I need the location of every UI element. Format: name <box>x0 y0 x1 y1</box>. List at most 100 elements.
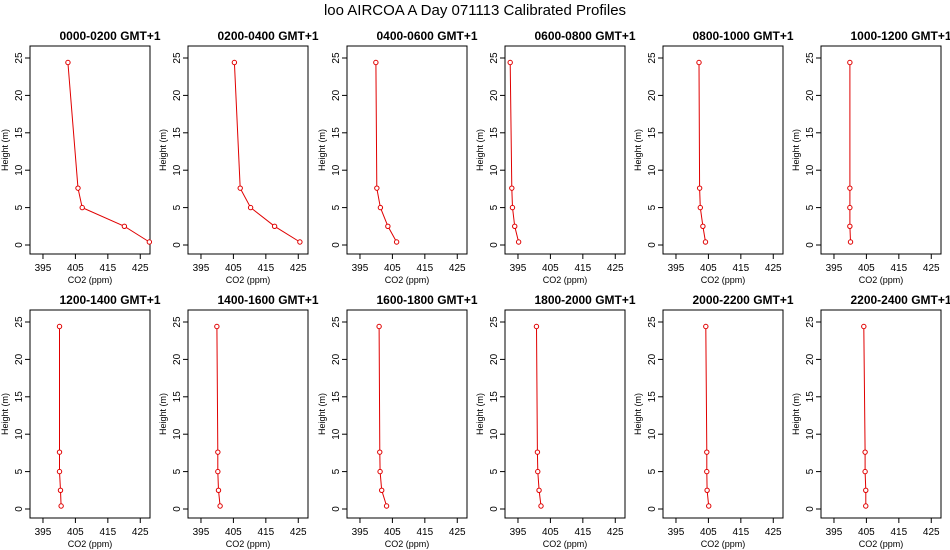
y-tick-label: 20 <box>647 353 658 365</box>
data-point <box>379 487 385 493</box>
data-point <box>217 503 223 509</box>
y-tick-label: 0 <box>805 506 816 512</box>
data-point <box>863 503 869 509</box>
data-point <box>847 223 853 230</box>
panel-title: 0400-0600 GMT+1 <box>376 29 477 43</box>
x-tick-label: 415 <box>416 527 433 538</box>
panel-6: 1000-1200 GMT+1 395 405 415 425 CO2 (ppm) 0 5 10… <box>791 29 950 285</box>
y-tick-label: 20 <box>14 353 25 365</box>
x-tick-label: 405 <box>858 263 875 274</box>
y-tick-label: 15 <box>489 127 500 139</box>
panel-1: 0000-0200 GMT+1 395 405 415 425 CO2 (ppm) 0 5 10… <box>0 29 161 285</box>
data-point <box>56 449 63 455</box>
profile-line <box>233 62 301 243</box>
y-axis-label: Height (m) <box>0 393 10 435</box>
x-tick-label: 405 <box>700 263 717 274</box>
y-tick-label: 25 <box>805 52 816 64</box>
panel-10: 1800-2000 GMT+1 395 405 415 425 CO2 (ppm) 0 5 10… <box>475 293 636 549</box>
y-tick-label: 20 <box>331 353 342 365</box>
y-tick-label: 0 <box>489 506 500 512</box>
x-axis-label: CO2 (ppm) <box>701 275 746 285</box>
x-tick-label: 425 <box>132 527 149 538</box>
x-tick-label: 415 <box>890 527 907 538</box>
data-point <box>65 59 71 66</box>
x-tick-label: 425 <box>290 263 307 274</box>
y-tick-label: 25 <box>14 316 25 328</box>
data-point <box>57 487 64 493</box>
y-tick-label: 5 <box>805 468 816 474</box>
y-tick-label: 25 <box>331 52 342 64</box>
x-tick-label: 415 <box>890 263 907 274</box>
y-axis-label: Height (m) <box>158 129 168 171</box>
plot-frame <box>187 309 309 519</box>
y-tick-label: 25 <box>172 316 183 328</box>
y-axis-label: Height (m) <box>475 393 485 435</box>
plot-frame <box>504 309 626 519</box>
data-point <box>271 223 278 230</box>
y-tick-label: 15 <box>331 391 342 403</box>
y-tick-label: 5 <box>172 204 183 210</box>
data-point <box>383 503 390 509</box>
x-tick-label: 405 <box>225 263 242 274</box>
y-tick-label: 15 <box>805 127 816 139</box>
data-point <box>377 204 384 211</box>
x-tick-label: 395 <box>826 263 843 274</box>
data-point <box>704 487 710 493</box>
x-tick-label: 405 <box>542 263 559 274</box>
y-tick-label: 20 <box>647 89 658 101</box>
data-point <box>377 468 383 475</box>
data-point <box>512 223 518 230</box>
y-tick-label: 20 <box>489 353 500 365</box>
panel-title: 2000-2200 GMT+1 <box>692 293 793 307</box>
y-tick-label: 20 <box>805 89 816 101</box>
data-point <box>79 204 85 211</box>
x-tick-label: 395 <box>668 527 685 538</box>
data-point <box>75 185 81 191</box>
panel-2: 0200-0400 GMT+1 395 405 415 425 CO2 (ppm) 0 5 10… <box>158 29 319 285</box>
data-point <box>535 468 541 475</box>
data-point <box>56 468 63 475</box>
data-point <box>861 323 867 330</box>
data-point <box>237 185 243 191</box>
y-axis-label: Height (m) <box>158 393 168 435</box>
data-point <box>703 323 709 330</box>
y-tick-label: 10 <box>331 164 342 176</box>
y-tick-label: 15 <box>172 391 183 403</box>
y-tick-label: 10 <box>14 428 25 440</box>
x-tick-label: 415 <box>99 263 116 274</box>
plot-frame <box>504 45 626 255</box>
data-point <box>538 503 544 509</box>
y-tick-label: 5 <box>647 468 658 474</box>
y-tick-label: 10 <box>647 164 658 176</box>
panel-4: 0600-0800 GMT+1 395 405 415 425 CO2 (ppm) 0 5 10… <box>475 29 636 285</box>
x-axis-label: CO2 (ppm) <box>68 275 113 285</box>
x-tick-label: 425 <box>607 263 624 274</box>
x-axis-label: CO2 (ppm) <box>543 539 588 549</box>
x-tick-label: 405 <box>384 527 401 538</box>
y-tick-label: 25 <box>489 52 500 64</box>
plot-frame <box>346 45 468 255</box>
data-point <box>231 59 238 66</box>
panel-11: 2000-2200 GMT+1 395 405 415 425 CO2 (ppm) 0 5 10… <box>633 293 794 549</box>
data-point <box>863 487 869 493</box>
x-axis-label: CO2 (ppm) <box>701 539 746 549</box>
y-axis-label: Height (m) <box>317 129 327 171</box>
y-tick-label: 20 <box>172 353 183 365</box>
data-point <box>847 239 854 245</box>
x-tick-label: 395 <box>510 527 527 538</box>
data-point <box>847 59 853 66</box>
profile-line <box>375 62 398 243</box>
data-point <box>696 59 702 66</box>
y-tick-label: 20 <box>14 89 25 101</box>
x-tick-label: 405 <box>700 527 717 538</box>
data-point <box>534 449 541 455</box>
y-tick-label: 5 <box>331 204 342 210</box>
panel-title: 1600-1800 GMT+1 <box>376 293 477 307</box>
x-tick-label: 395 <box>193 263 210 274</box>
data-point <box>704 468 710 475</box>
y-tick-label: 20 <box>331 89 342 101</box>
data-point <box>700 223 706 230</box>
data-point <box>121 223 128 230</box>
y-tick-label: 5 <box>172 468 183 474</box>
data-point <box>247 204 254 211</box>
